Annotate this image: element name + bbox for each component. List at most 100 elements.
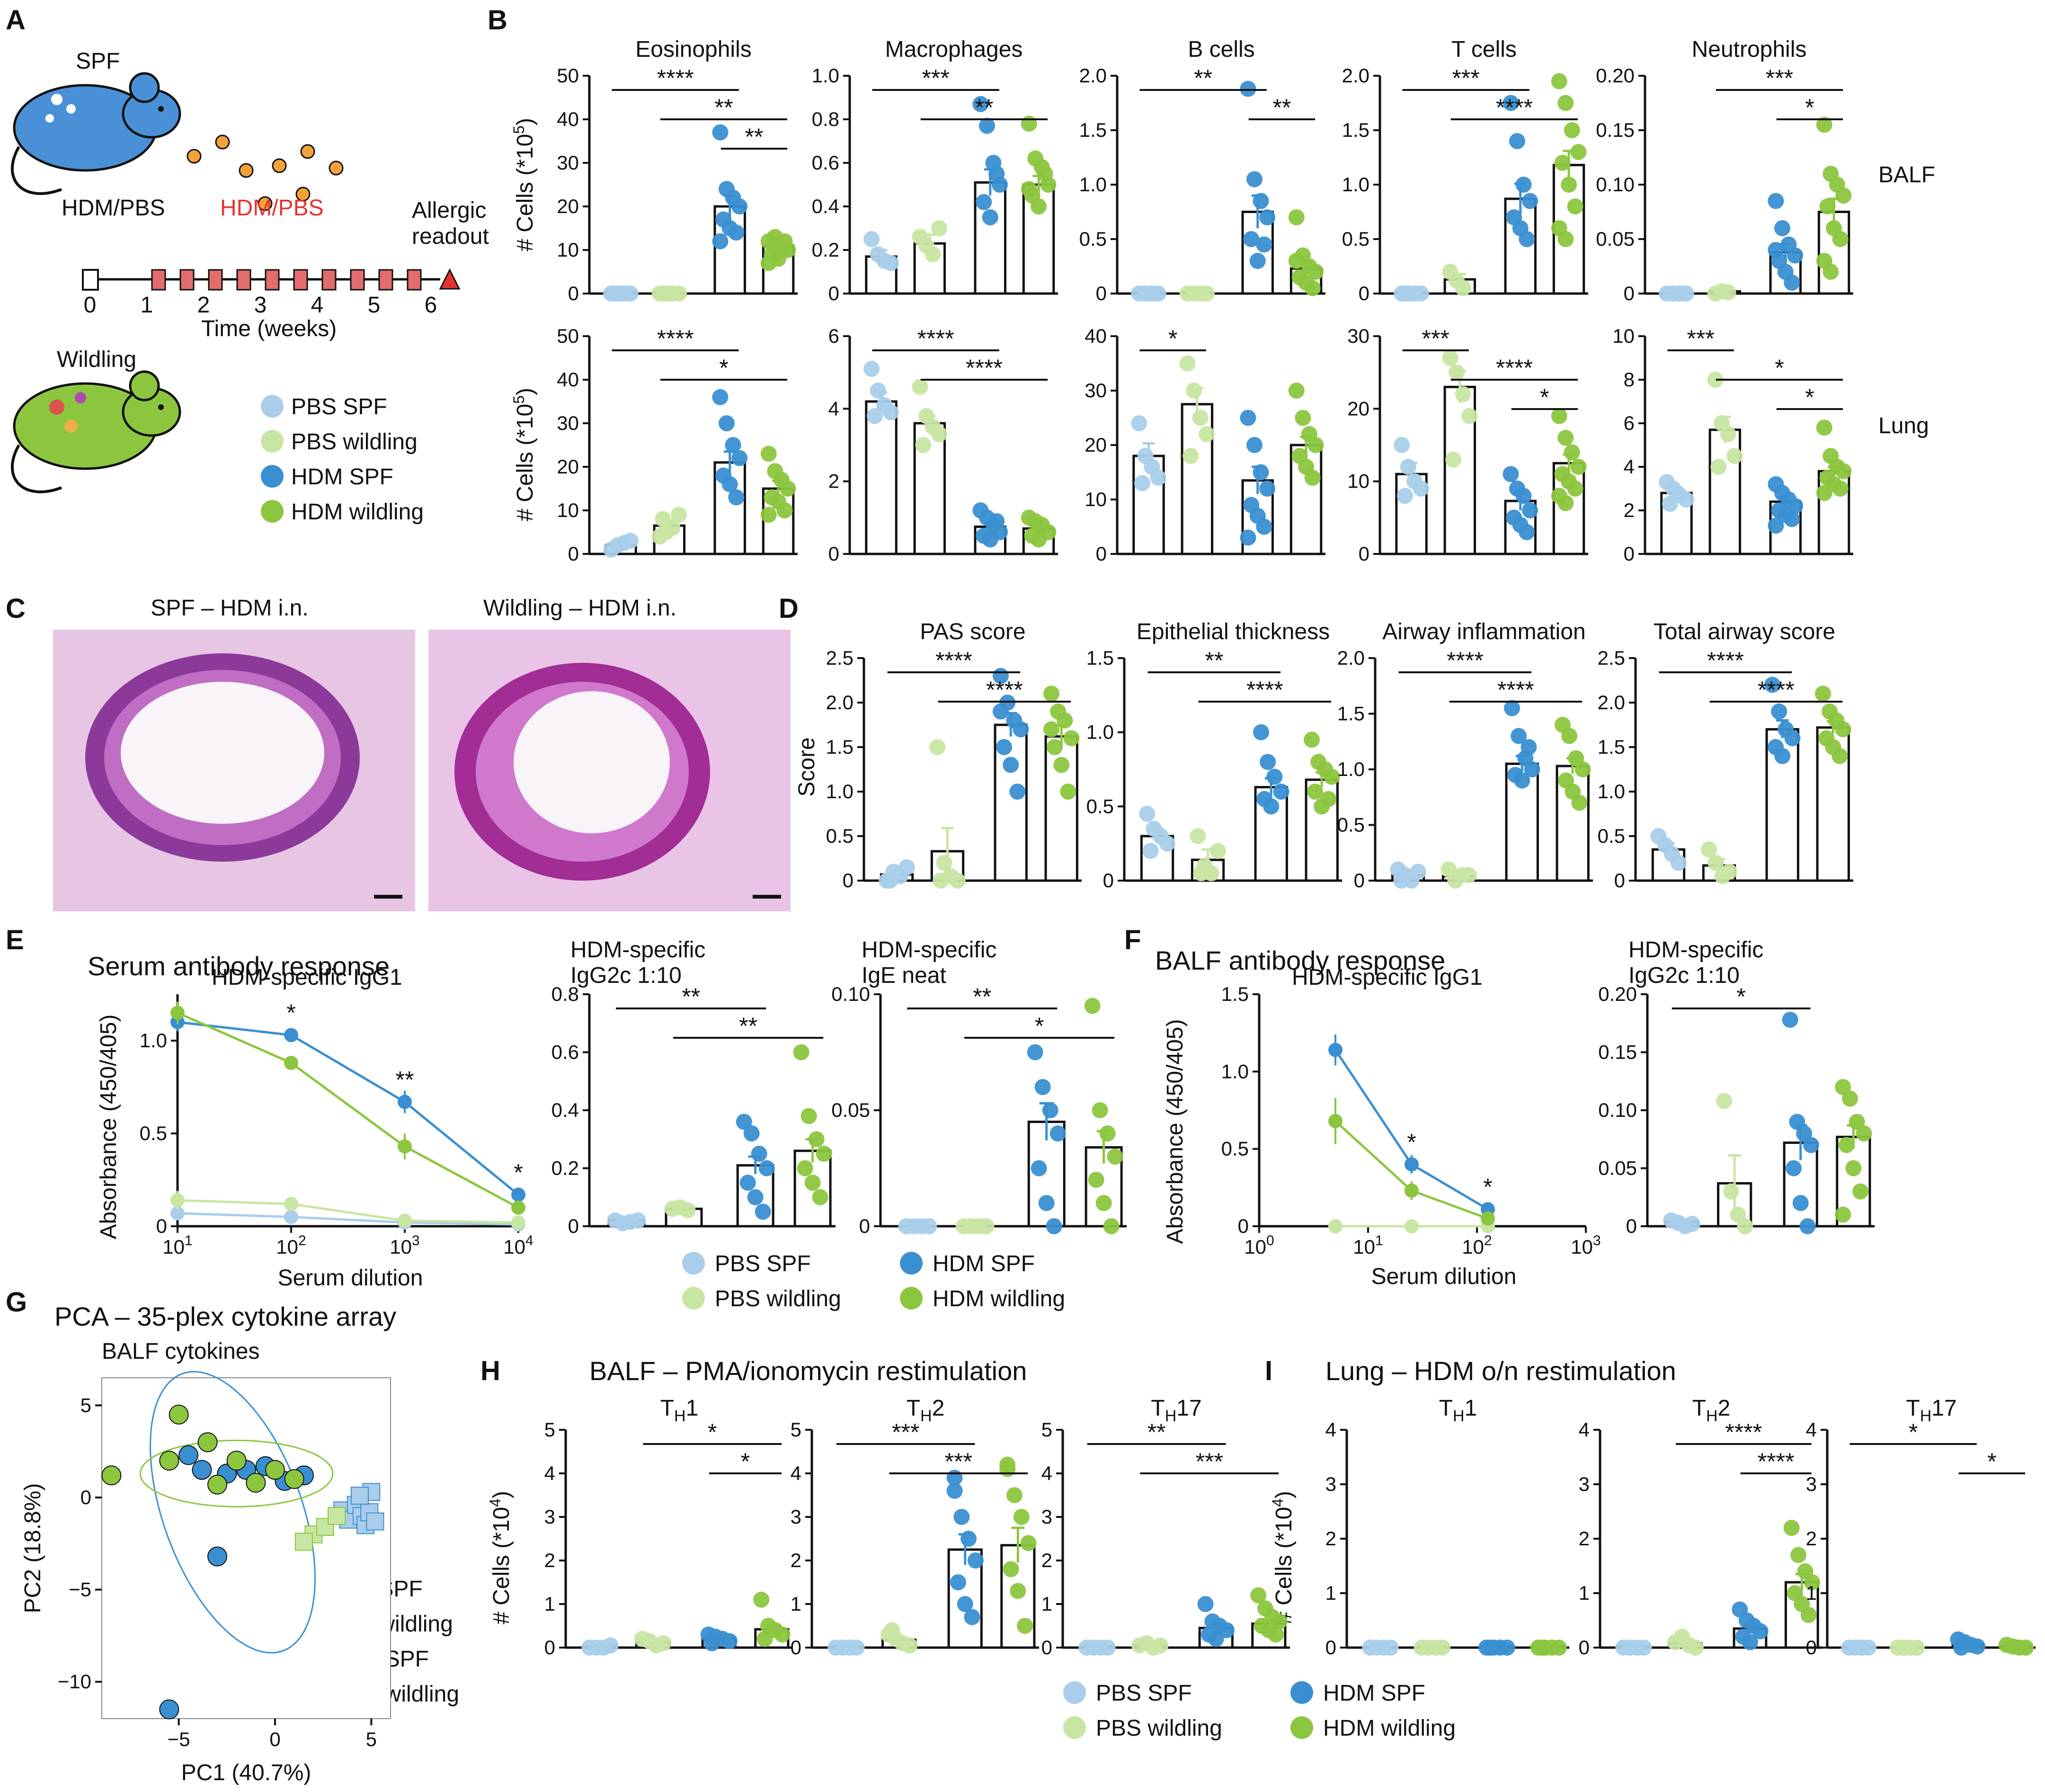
- data-point: [1266, 768, 1283, 785]
- y-tick-label: 0.6: [812, 152, 839, 174]
- data-point: [207, 1474, 227, 1495]
- data-point: [1410, 864, 1426, 880]
- data-point: [1522, 502, 1538, 518]
- data-point: [1253, 464, 1269, 481]
- data-point: [751, 1145, 767, 1162]
- data-point: [1570, 459, 1587, 475]
- data-point: [328, 1507, 346, 1525]
- histology-image-spf: [53, 630, 415, 911]
- timeline-week-ticks: 0 1 2 3 4 5 6: [84, 293, 437, 318]
- bar: [994, 723, 1028, 882]
- y-tick-label: 0: [1359, 282, 1369, 304]
- data-point: [1557, 95, 1574, 111]
- data-point: [1006, 1487, 1022, 1503]
- y-tick-label: 2: [1624, 499, 1635, 521]
- data-point: [1557, 231, 1574, 247]
- data-point: [1394, 437, 1410, 453]
- y-tick-label: 0: [1579, 1636, 1590, 1658]
- data-point: [1152, 1637, 1169, 1654]
- data-point: [808, 1131, 825, 1148]
- data-point: [671, 507, 687, 523]
- y-tick-label: 0.6: [551, 1041, 579, 1063]
- y-tick-label: 5: [1041, 1418, 1052, 1441]
- data-point: [511, 1215, 525, 1230]
- data-point: [1838, 1137, 1855, 1153]
- dose-marker: [378, 269, 393, 291]
- y-tick-label: 0: [544, 1636, 555, 1658]
- data-point: [1307, 264, 1324, 280]
- legend-ef-hdm-spf: HDM SPF: [933, 1251, 1035, 1276]
- data-point: [1710, 459, 1727, 475]
- data-point: [295, 1533, 313, 1551]
- data-point: [949, 873, 966, 889]
- data-point: [1193, 865, 1209, 882]
- data-point: [921, 1218, 937, 1234]
- data-point: [1295, 410, 1311, 426]
- chart-d_air: 0 0.5 1.0 1.5 2.0 Airway inflammation **** ****: [1337, 619, 1593, 892]
- data-point: [1670, 855, 1687, 871]
- panel-label-i: I: [1265, 1355, 1272, 1386]
- data-point: [1031, 531, 1047, 548]
- data-point: [169, 1404, 189, 1425]
- data-point: [1832, 748, 1848, 764]
- data-point: [630, 1212, 646, 1229]
- data-point: [679, 1202, 696, 1219]
- y-tick-label: 0: [828, 282, 839, 304]
- data-point: [1396, 285, 1413, 302]
- data-point: [725, 437, 741, 453]
- data-point: [1240, 80, 1256, 97]
- data-point: [1405, 1219, 1419, 1233]
- panel-i: Lung – HDM o/n restimulation # Cells (*1…: [1269, 1356, 1676, 1624]
- y-tick-label: 1.0: [826, 780, 854, 802]
- data-point: [1183, 448, 1199, 464]
- significance-label: ****: [917, 325, 954, 352]
- chart-b_mac_lung: 0 2 4 6 **** ****: [828, 325, 1058, 565]
- data-point: [728, 224, 745, 241]
- y-tick-label: 3: [1041, 1506, 1052, 1528]
- y-tick-label: 2: [791, 1549, 801, 1571]
- y-tick-label: 0.15: [1598, 1041, 1637, 1063]
- data-point: [1551, 73, 1567, 89]
- significance-label: ****: [1497, 677, 1534, 703]
- y-tick-label: 0: [568, 1215, 579, 1237]
- mouse-icon-wildling: [10, 370, 181, 493]
- data-point: [192, 1460, 212, 1480]
- data-point: [1504, 700, 1520, 716]
- data-point: [882, 255, 899, 271]
- y-tick-label: 20: [557, 455, 579, 478]
- chart-title: Epithelial thickness: [1137, 619, 1330, 644]
- data-point: [1095, 1195, 1112, 1211]
- data-point: [1701, 841, 1717, 858]
- data-point: [284, 1028, 298, 1043]
- dose-marker: [265, 269, 280, 291]
- y-tick-label: 4: [1325, 1418, 1336, 1441]
- legend-hi: PBS SPF PBS wildling HDM SPF HDM wildlin…: [1063, 1681, 1456, 1741]
- y-tick-label: 0.20: [1598, 983, 1637, 1005]
- plot-frame: [101, 1377, 391, 1719]
- data-point: [1057, 712, 1073, 729]
- data-point: [1835, 187, 1852, 204]
- data-point: [931, 426, 948, 442]
- data-point: [284, 1210, 298, 1224]
- data-point: [1405, 1183, 1419, 1198]
- e-title: Serum antibody response: [88, 951, 390, 981]
- confidence-ellipse: [150, 1371, 316, 1654]
- data-point: [170, 1006, 185, 1020]
- data-point: [760, 446, 777, 462]
- row-label-balf: BALF: [1878, 162, 1935, 187]
- data-point: [1774, 220, 1790, 236]
- data-point: [1688, 1640, 1704, 1656]
- data-point: [957, 1596, 973, 1612]
- x-tick-label: 102: [1462, 1233, 1492, 1258]
- y-tick-label: 0.2: [812, 239, 839, 261]
- y-tick-label: 2.0: [1079, 64, 1107, 87]
- x-tick-label: 101: [162, 1233, 192, 1258]
- y-tick-label: 10: [1612, 325, 1635, 347]
- chart-title: PAS score: [920, 619, 1025, 644]
- panel-b: # Cells (*105) # Cells (*105) BALF Lung: [510, 118, 1935, 521]
- data-point: [1393, 873, 1410, 889]
- data-point: [728, 489, 745, 506]
